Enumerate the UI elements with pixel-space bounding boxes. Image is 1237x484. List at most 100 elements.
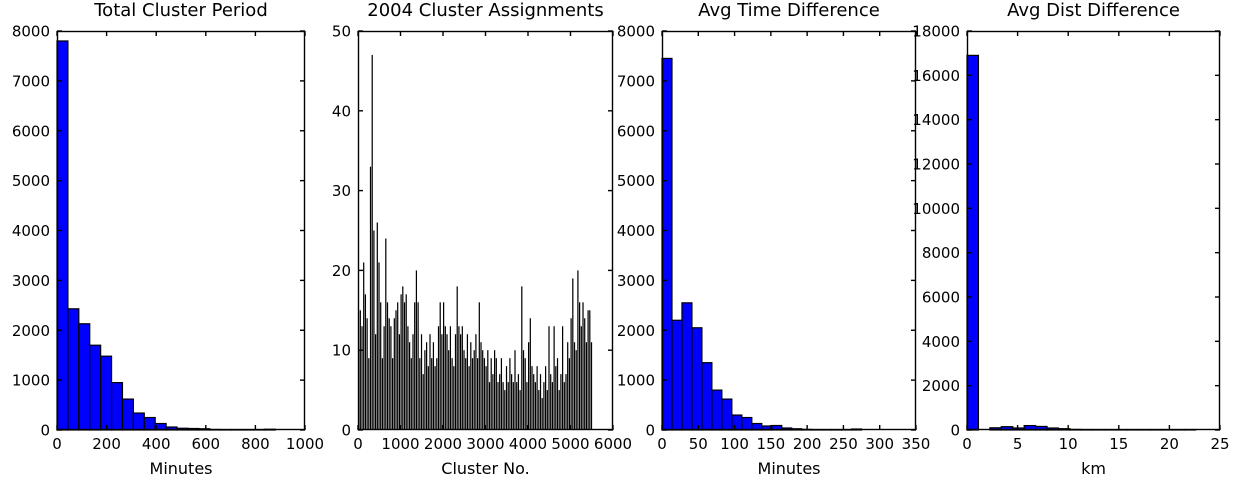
histogram-bar bbox=[414, 302, 416, 430]
y-tick-label: 40 bbox=[332, 102, 351, 120]
y-tick-label: 2000 bbox=[617, 322, 655, 340]
y-tick-label: 8000 bbox=[617, 23, 655, 41]
histogram-bar bbox=[488, 382, 491, 430]
histogram-bar bbox=[397, 302, 399, 430]
y-tick-label: 6000 bbox=[922, 289, 960, 307]
y-tick-label: 4000 bbox=[922, 333, 960, 351]
histogram-bar bbox=[402, 286, 404, 430]
histogram-bar bbox=[434, 366, 436, 430]
histogram-bar bbox=[509, 358, 511, 430]
histogram-bar bbox=[590, 342, 593, 430]
histogram-bar bbox=[570, 318, 572, 430]
histogram-bar bbox=[582, 302, 584, 430]
y-tick-label: 2000 bbox=[12, 322, 50, 340]
histogram-bar bbox=[572, 278, 574, 430]
x-tick-label: 1000 bbox=[381, 435, 419, 453]
histogram-bar bbox=[495, 358, 497, 430]
chart-avg-dist-difference: Avg Dist Difference 0 5 10 15 20 25 0 2000 4000 6… bbox=[912, 2, 1229, 477]
y-tick-label: 6000 bbox=[617, 122, 655, 140]
y-tick-label: 0 bbox=[341, 422, 351, 440]
histogram-bar bbox=[398, 334, 401, 430]
histogram-bar bbox=[465, 358, 467, 430]
y-tick-label: 18000 bbox=[912, 23, 960, 41]
histogram-bar bbox=[448, 350, 450, 430]
histogram-bar bbox=[494, 350, 496, 430]
y-tick-label: 0 bbox=[950, 422, 960, 440]
x-tick-label: 350 bbox=[902, 435, 931, 453]
histogram-bar bbox=[485, 366, 487, 430]
histogram-bar bbox=[671, 319, 683, 431]
chart-title: Avg Time Difference bbox=[698, 0, 880, 21]
histogram-bar bbox=[543, 382, 545, 430]
y-tick-label: 6000 bbox=[12, 122, 50, 140]
histogram-bar bbox=[589, 310, 591, 430]
histogram-bar bbox=[585, 342, 588, 430]
histogram-bar bbox=[490, 358, 492, 430]
histogram-bar bbox=[580, 326, 582, 430]
histogram-bar bbox=[89, 344, 102, 431]
histogram-bar bbox=[541, 398, 543, 430]
histogram-bar bbox=[371, 54, 373, 430]
histogram-bar bbox=[511, 374, 513, 430]
x-tick-label: 0 bbox=[962, 435, 972, 453]
histogram-bar bbox=[424, 350, 426, 430]
histogram-bar bbox=[966, 54, 980, 431]
histogram-bar bbox=[456, 286, 458, 430]
x-tick-label: 400 bbox=[142, 435, 171, 453]
histogram-bar bbox=[439, 302, 441, 430]
histogram-bar bbox=[427, 366, 429, 430]
x-tick-label: 4000 bbox=[509, 435, 547, 453]
histogram-bar bbox=[466, 334, 469, 430]
x-tick-label: 100 bbox=[720, 435, 749, 453]
histogram-bar bbox=[505, 366, 508, 430]
histogram-bar bbox=[419, 358, 421, 430]
chart-title: Avg Dist Difference bbox=[1007, 0, 1180, 21]
histogram-bar bbox=[385, 238, 387, 430]
histogram-bar bbox=[551, 382, 554, 430]
histogram-bar bbox=[539, 374, 542, 430]
histogram-bar bbox=[375, 334, 377, 430]
histogram-bar bbox=[524, 358, 526, 430]
histogram-bar bbox=[587, 310, 589, 430]
histogram-bar bbox=[458, 326, 460, 430]
histogram-bar bbox=[454, 334, 457, 430]
histogram-bar bbox=[507, 382, 509, 430]
histogram-bar bbox=[444, 326, 446, 430]
histogram-bar bbox=[410, 358, 412, 430]
histogram-bar bbox=[478, 302, 480, 430]
x-tick-label: 6000 bbox=[594, 435, 632, 453]
histogram-bar bbox=[441, 334, 443, 430]
plot-area: 0 50 100 150 200 250 300 350 0 1000 2000 3000 4000 50… bbox=[617, 23, 931, 454]
histogram-bar bbox=[473, 350, 475, 430]
plot-area: 0 200 400 600 800 1000 0 1000 2000 3000 4000 5000 60… bbox=[12, 23, 324, 454]
histogram-bar bbox=[78, 323, 91, 431]
y-tick-label: 3000 bbox=[617, 272, 655, 290]
histogram-bar bbox=[470, 342, 472, 430]
histogram-bar bbox=[711, 389, 723, 431]
y-tick-label: 20 bbox=[332, 262, 351, 280]
histogram-bar bbox=[143, 416, 156, 431]
histogram-bar bbox=[376, 222, 378, 430]
histogram-bar bbox=[422, 374, 424, 430]
histogram-bar bbox=[461, 326, 463, 430]
histogram-bar bbox=[407, 326, 409, 430]
histogram-bar bbox=[492, 374, 494, 430]
histogram-bar bbox=[437, 326, 440, 430]
histogram-bar bbox=[368, 358, 370, 430]
axes-frame bbox=[966, 30, 1221, 431]
histogram-bar bbox=[420, 334, 423, 430]
histogram-bar bbox=[468, 366, 470, 430]
histogram-bar bbox=[579, 302, 581, 430]
histogram-bar bbox=[417, 302, 419, 430]
histogram-bar bbox=[533, 374, 535, 430]
histogram-bar bbox=[497, 382, 499, 430]
histogram-bar bbox=[388, 318, 390, 430]
histogram-bar bbox=[475, 334, 477, 430]
histogram-bar bbox=[483, 358, 486, 430]
histogram-bar bbox=[529, 318, 531, 430]
y-tick-label: 12000 bbox=[912, 156, 960, 174]
x-tick-label: 2000 bbox=[424, 435, 462, 453]
x-tick-label: 50 bbox=[689, 435, 708, 453]
histogram-bar bbox=[56, 40, 69, 431]
y-tick-label: 5000 bbox=[12, 172, 50, 190]
